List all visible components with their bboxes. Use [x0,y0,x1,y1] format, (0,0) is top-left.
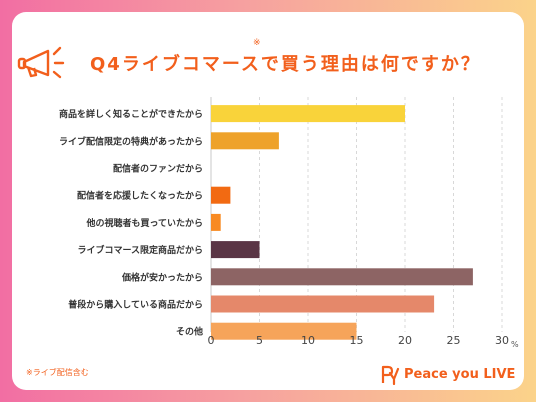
bar [211,213,221,231]
category-label: ライブコマース限定商品だから [77,244,203,256]
x-tick-label: 5 [256,334,263,347]
brand-logo: Peace you LIVE [380,362,515,386]
bar [211,241,260,259]
x-tick-label: 0 [208,334,215,347]
chart-title: Q4ライブコマースで買う理由は何ですか？ [90,54,481,75]
category-label: その他 [176,326,203,338]
py-logo-icon [381,365,400,385]
megaphone-icon [17,46,65,79]
category-label: 価格が安かったから [121,271,203,283]
bar [211,322,357,340]
category-label: ライブ配信限定の特典があったから [59,135,203,147]
x-tick-label: 15 [350,334,364,347]
x-axis-unit: % [511,340,519,349]
title-note-mark: ※ [253,38,261,48]
category-label: 商品を詳しく知ることができたから [59,108,203,120]
bar [211,186,231,204]
bar [211,132,279,150]
category-label: 普段から購入している商品だから [68,299,203,311]
bar [211,295,435,313]
x-tick-label: 20 [398,334,412,347]
bar [211,268,473,286]
bar [211,105,405,123]
category-labels: 商品を詳しく知ることができたからライブ配信限定の特典があったから配信者のファンだ… [59,108,203,338]
brand-name: Peace you LIVE [404,366,516,382]
category-label: 配信者のファンだから [113,163,203,175]
x-tick-label: 30 [495,334,509,347]
category-label: 配信者を応援したくなったから [77,190,203,202]
title-row: ※ Q4ライブコマースで買う理由は何ですか？ [14,38,504,82]
category-label: 他の視聴者も買っていたから [85,217,203,229]
footnote: ※ライブ配信含む [26,368,89,377]
bars [211,105,473,340]
x-tick-label: 25 [447,334,461,347]
x-tick-labels: 0 5 10 15 20 25 30 [208,334,510,347]
x-tick-label: 10 [301,334,315,347]
